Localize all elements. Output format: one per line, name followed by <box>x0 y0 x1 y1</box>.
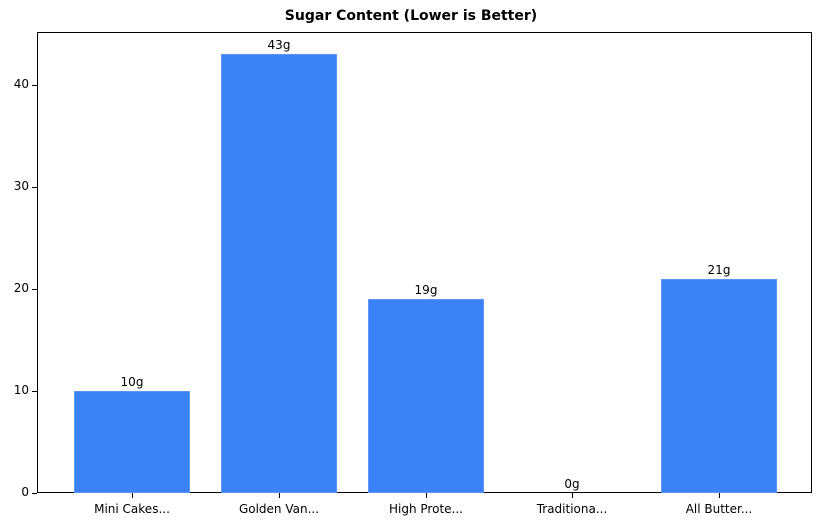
bar-2[interactable] <box>221 54 337 493</box>
y-tick-label: 30 <box>13 179 29 193</box>
y-tick-label: 40 <box>13 77 29 91</box>
x-tick-label: High Prote... <box>389 502 463 516</box>
y-tick <box>32 187 37 188</box>
y-tick <box>32 493 37 494</box>
x-tick <box>426 493 427 498</box>
x-tick-label: Traditiona... <box>536 502 608 516</box>
y-tick <box>32 85 37 86</box>
y-tick <box>32 391 37 392</box>
x-tick-label: Golden Van... <box>238 502 320 516</box>
x-tick-label: Mini Cakes... <box>94 502 170 516</box>
x-tick <box>132 493 133 498</box>
bar-value-label: 21g <box>707 263 731 277</box>
bar-value-label: 43g <box>267 38 291 52</box>
chart-title: Sugar Content (Lower is Better) <box>284 8 538 24</box>
bar-1[interactable] <box>74 391 190 493</box>
bar-5[interactable] <box>661 279 777 493</box>
x-tick <box>572 493 573 498</box>
x-tick <box>719 493 720 498</box>
y-tick-label: 20 <box>13 281 29 295</box>
bar-value-label: 0g <box>564 477 580 491</box>
y-tick-label: 0 <box>21 485 29 499</box>
y-tick <box>32 289 37 290</box>
x-tick-label: All Butter... <box>685 502 753 516</box>
x-tick <box>279 493 280 498</box>
bar-3[interactable] <box>368 299 484 493</box>
y-tick-label: 10 <box>13 383 29 397</box>
bar-value-label: 10g <box>120 375 144 389</box>
bar-value-label: 19g <box>414 283 438 297</box>
